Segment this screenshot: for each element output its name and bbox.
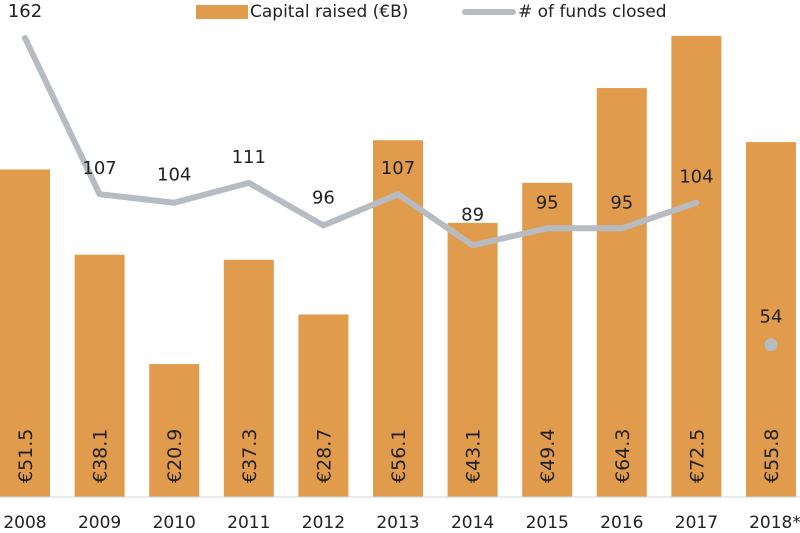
x-tick-label: 2010 (153, 513, 196, 533)
line-value-label: 107 (381, 158, 415, 179)
x-tick-label: 2012 (302, 513, 345, 533)
x-tick-label: 2008 (3, 513, 46, 533)
bar-2015 (522, 182, 573, 498)
line-value-label: 89 (461, 204, 484, 225)
line-value-label: 162 (8, 1, 42, 22)
x-tick-label: 2014 (451, 513, 494, 533)
x-tick-label: 2011 (227, 513, 270, 533)
bar-value-label: €37.3 (239, 429, 261, 483)
funds-closed-line (22, 35, 700, 249)
bar-value-label: €55.8 (761, 429, 783, 483)
x-tick-label: 2017 (675, 513, 718, 533)
bar-2016 (596, 88, 647, 497)
x-tick-label: 2009 (78, 513, 121, 533)
bar-value-label: €64.3 (612, 429, 634, 483)
bar-2009 (74, 254, 125, 497)
legend-item-funds-closed: # of funds closed (462, 2, 667, 22)
bar-value-label: €28.7 (313, 429, 335, 483)
line-value-label: 96 (312, 187, 335, 208)
line-value-label: 104 (157, 165, 191, 186)
line-series-group: 162 107 104 111 96 107 89 95 95 104 54 (8, 1, 783, 352)
legend-label-capital-raised: Capital raised (€B) (250, 2, 409, 22)
line-value-label: 95 (536, 192, 559, 213)
bar-value-label: €49.4 (537, 429, 559, 483)
bar-value-label: €43.1 (463, 429, 485, 483)
legend-swatch-bar (196, 5, 248, 19)
bar-value-label: €38.1 (90, 429, 112, 483)
x-tick-label: 2015 (526, 513, 569, 533)
legend-swatch-line (462, 9, 516, 15)
bar-value-label: €20.9 (164, 429, 186, 483)
x-tick-label: 2013 (376, 513, 419, 533)
bar-2008 (0, 169, 50, 497)
x-tick-label: 2018* (749, 513, 800, 533)
line-value-label: 54 (760, 307, 783, 328)
line-value-label: 104 (679, 167, 713, 188)
line-value-label: 107 (82, 158, 116, 179)
bar-2018 (746, 142, 796, 497)
bar-value-label: €51.5 (15, 429, 37, 483)
bars-group: €51.5 €38.1 €20.9 €37.3 €28.7 €56.1 €43.1 €49.4… (0, 35, 796, 498)
x-tick-label: 2016 (600, 513, 643, 533)
bar-2014 (447, 222, 498, 497)
bar-value-label: €56.1 (388, 429, 410, 483)
x-tick-labels: 2008 2009 2010 2011 2012 2013 2014 2015 2016 2017… (3, 513, 800, 533)
bar-2011 (223, 259, 274, 497)
line-value-label: 95 (610, 192, 633, 213)
legend-label-funds-closed: # of funds closed (518, 2, 667, 22)
bar-2010 (149, 364, 200, 497)
bar-value-label: €72.5 (686, 429, 708, 483)
bar-2017 (671, 35, 722, 498)
line-value-label: 111 (232, 147, 266, 168)
bar-2012 (298, 314, 349, 497)
funds-closed-point-2018 (764, 338, 778, 352)
legend-item-capital-raised: Capital raised (€B) (196, 2, 408, 22)
